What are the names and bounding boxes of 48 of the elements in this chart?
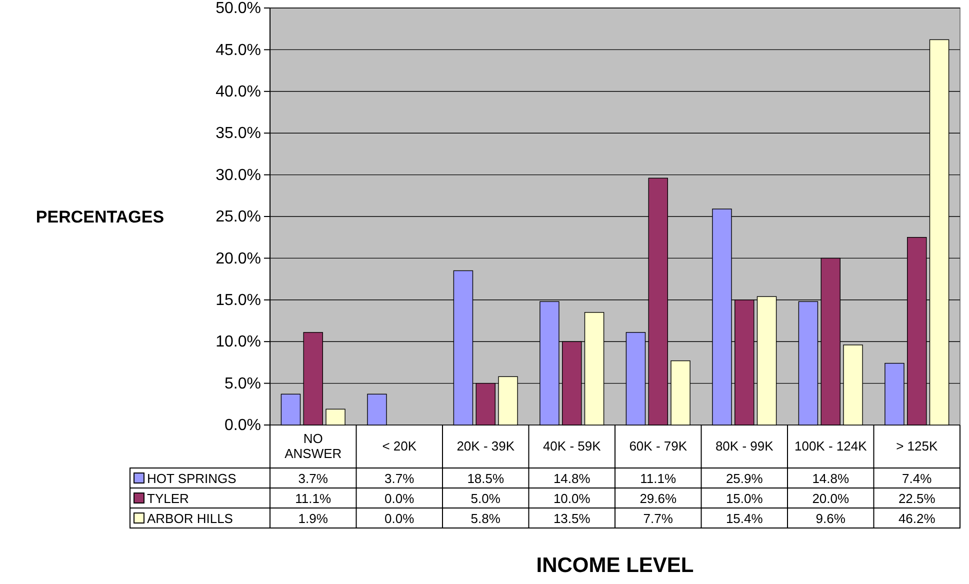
data-label: 46.2%	[898, 511, 936, 526]
data-label: 11.1%	[295, 491, 332, 506]
data-label: 1.9%	[298, 511, 328, 526]
data-label: 18.5%	[467, 471, 504, 486]
x-tick-label: 100K - 124K	[794, 438, 868, 454]
data-label: 14.8%	[553, 471, 591, 486]
data-label: 3.7%	[298, 471, 328, 486]
data-label: 11.1%	[640, 471, 677, 486]
data-label: 25.9%	[726, 471, 764, 486]
x-tick-label: > 125K	[896, 438, 938, 454]
data-label: 7.7%	[643, 511, 674, 526]
legend-label: HOT SPRINGS	[147, 471, 237, 486]
data-label: 9.6%	[816, 511, 846, 526]
y-tick-label: 40.0%	[216, 84, 261, 101]
y-tick-label: 35.0%	[216, 125, 261, 142]
x-tick-label: NO ANSWER	[284, 431, 342, 461]
data-label: 15.4%	[726, 511, 764, 526]
x-tick-label: 80K - 99K	[715, 438, 774, 454]
y-tick-label: 25.0%	[216, 208, 261, 226]
legend-label: TYLER	[147, 491, 189, 506]
y-tick-label: 10.0%	[216, 334, 261, 351]
y-tick-label: 50.0%	[216, 0, 261, 18]
y-tick-label: 0.0%	[224, 417, 261, 434]
y-tick-label: 15.0%	[216, 292, 261, 310]
data-label: 13.5%	[553, 511, 591, 526]
data-label: 15.0%	[726, 491, 764, 506]
data-label: 3.7%	[384, 471, 415, 486]
legend-label: ARBOR HILLS	[147, 511, 234, 526]
y-axis-title: PERCENTAGES	[36, 208, 164, 226]
y-tick-label: 45.0%	[216, 42, 261, 59]
data-label: 22.5%	[898, 491, 936, 506]
y-tick-label: 20.0%	[216, 250, 261, 268]
y-tick-label: 5.0%	[224, 375, 261, 392]
data-label: 0.0%	[384, 511, 415, 526]
x-tick-label: 20K - 39K	[456, 438, 515, 454]
data-label: 0.0%	[384, 491, 415, 506]
data-label: 5.0%	[470, 491, 501, 506]
data-label: 5.8%	[470, 511, 501, 526]
data-label: 7.4%	[902, 471, 932, 486]
y-tick-label: 30.0%	[216, 166, 261, 184]
data-label: 10.0%	[553, 491, 591, 506]
x-tick-label: 40K - 59K	[542, 438, 602, 454]
x-tick-label: 60K - 79K	[629, 438, 688, 454]
x-axis-title: INCOME LEVEL	[536, 554, 694, 577]
x-tick-label: < 20K	[382, 438, 417, 454]
data-label: 20.0%	[812, 491, 850, 506]
data-label: 29.6%	[640, 491, 677, 506]
data-label: 14.8%	[812, 471, 850, 486]
